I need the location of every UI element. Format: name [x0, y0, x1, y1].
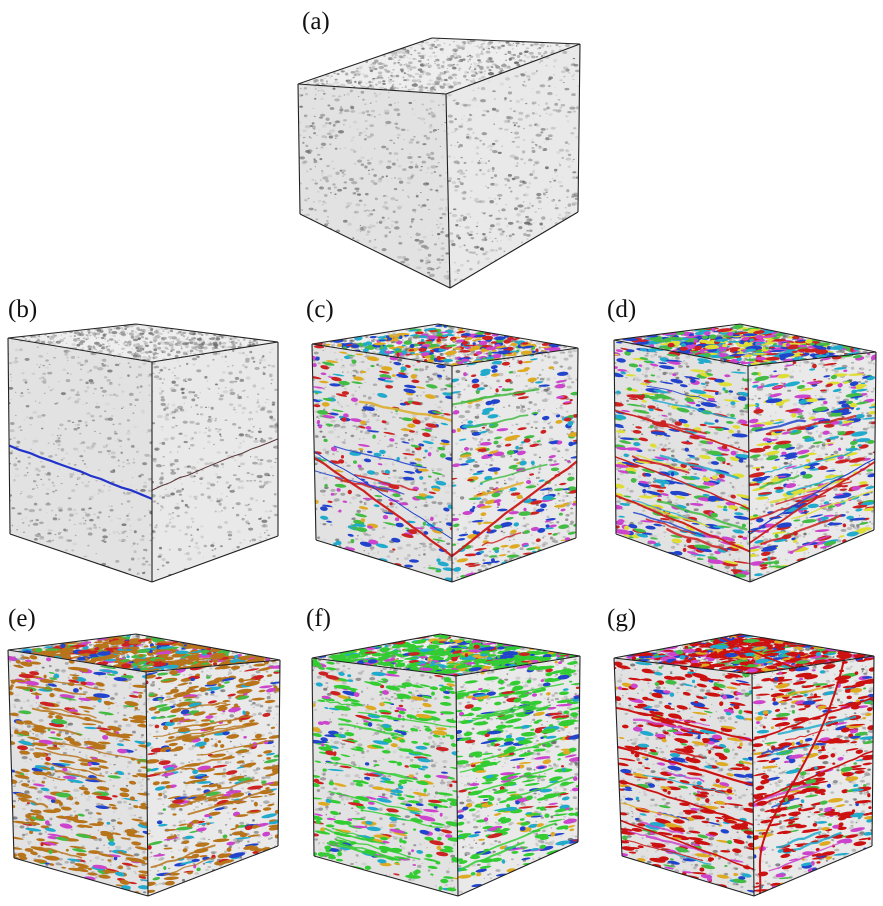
- cube-d-edge: [749, 529, 875, 583]
- cube-b-edge: [151, 535, 279, 583]
- cube-e-left-texture: [8, 654, 148, 894]
- cube-f-edge: [311, 657, 457, 677]
- cube-g-edge: [739, 633, 875, 657]
- cube-a-edge: [299, 213, 451, 289]
- cube-g-edge: [751, 673, 755, 897]
- cube-d-right-texture: [748, 352, 876, 582]
- cube-g: [613, 633, 875, 897]
- cube-g-left-texture: [614, 658, 754, 894]
- cube-b-left-face: [8, 338, 152, 582]
- cube-a-edge: [297, 83, 301, 215]
- cube-f: [311, 633, 581, 897]
- cube-f-edge: [439, 633, 581, 657]
- cube-b-edge: [151, 341, 279, 363]
- cube-g-edge: [613, 657, 753, 675]
- cube-f-top-texture: [313, 634, 580, 676]
- cube-e-edge: [7, 633, 137, 651]
- cube-c-edge: [311, 343, 453, 367]
- cube-d-edge: [613, 339, 617, 535]
- panel-label-c: (c): [306, 296, 334, 323]
- cube-d-edge: [613, 323, 741, 341]
- cube-b-edge: [7, 323, 137, 339]
- cube-a-right-face: [446, 44, 580, 288]
- panel-label-a: (a): [302, 8, 330, 35]
- panel-label-d: (d): [607, 296, 637, 323]
- cube-b-edge: [135, 323, 279, 343]
- cube-b-edge: [7, 337, 153, 363]
- cube-d-edge: [739, 323, 877, 353]
- cube-g-edge: [621, 855, 755, 897]
- cube-g-edge: [751, 655, 875, 675]
- cube-g-edge: [613, 633, 741, 659]
- cube-a-top-face: [298, 38, 580, 94]
- cube-a: [297, 37, 581, 289]
- cube-e-edge: [7, 649, 147, 673]
- cube-c-edge: [311, 323, 439, 345]
- cube-d-edge: [747, 365, 751, 583]
- cube-e-edge: [277, 659, 281, 847]
- cube-f-right-texture: [456, 656, 580, 894]
- cube-a-edge: [431, 37, 581, 45]
- cube-d-edge: [613, 339, 749, 367]
- cube-e-right-texture: [146, 660, 280, 894]
- cube-g-edge: [613, 657, 623, 857]
- cube-d-edge: [747, 351, 877, 367]
- cube-e: [7, 633, 281, 897]
- cube-c-left-texture: [312, 345, 452, 582]
- cube-g-diagonal-fracture: [758, 659, 845, 895]
- cube-e-top-texture: [18, 634, 272, 672]
- cube-g-edge: [753, 845, 873, 897]
- cube-c-edge: [451, 347, 579, 367]
- cube-a-edge: [449, 211, 579, 289]
- cube-b-right-texture: [152, 348, 278, 577]
- cube-b-left-texture: [8, 339, 152, 575]
- cube-c-edge: [437, 323, 579, 349]
- cube-e-edge: [145, 671, 149, 897]
- cube-c-edge: [311, 343, 317, 541]
- panel-label-b: (b): [8, 296, 38, 323]
- cube-g-right-texture: [752, 656, 874, 892]
- cube-a-edge: [297, 83, 447, 95]
- cube-c: [311, 323, 579, 583]
- cube-a-edge: [577, 43, 581, 213]
- cube-f-edge: [455, 655, 581, 677]
- cube-a-left-texture: [298, 85, 450, 280]
- cube-d-edge: [615, 533, 751, 583]
- cube-e-edge: [135, 633, 281, 661]
- cube-c-edge: [451, 537, 577, 583]
- cube-a-edge: [445, 43, 581, 95]
- cube-f-edge: [577, 655, 581, 843]
- cube-b-edge: [7, 337, 11, 535]
- panel-label-g: (g): [607, 605, 637, 632]
- cube-b-edge: [9, 533, 153, 583]
- cube-f-edge: [455, 675, 459, 897]
- cube-e-edge: [7, 649, 15, 859]
- cube-d-top-texture: [621, 324, 873, 366]
- cube-d-edge: [873, 351, 877, 531]
- cube-b-right-face: [152, 342, 278, 582]
- cube-c-edge: [575, 347, 579, 539]
- cube-c-right-texture: [452, 348, 578, 579]
- cube-e-edge: [147, 845, 279, 897]
- cube-a-edge: [297, 37, 433, 85]
- panel-label-f: (f): [306, 605, 331, 632]
- panel-label-e: (e): [8, 605, 36, 632]
- cube-g-edge: [871, 655, 875, 847]
- cube-d: [613, 323, 877, 583]
- cube-d-left-texture: [614, 341, 750, 578]
- cube-e-edge: [13, 857, 149, 897]
- cube-f-edge: [311, 657, 315, 857]
- cube-f-edge: [457, 841, 579, 897]
- cube-f-edge: [313, 855, 459, 897]
- cube-b: [7, 323, 279, 583]
- cube-c-edge: [315, 539, 453, 583]
- cube-f-edge: [311, 633, 441, 659]
- cube-e-edge: [145, 659, 281, 673]
- cube-a-edge: [445, 93, 451, 289]
